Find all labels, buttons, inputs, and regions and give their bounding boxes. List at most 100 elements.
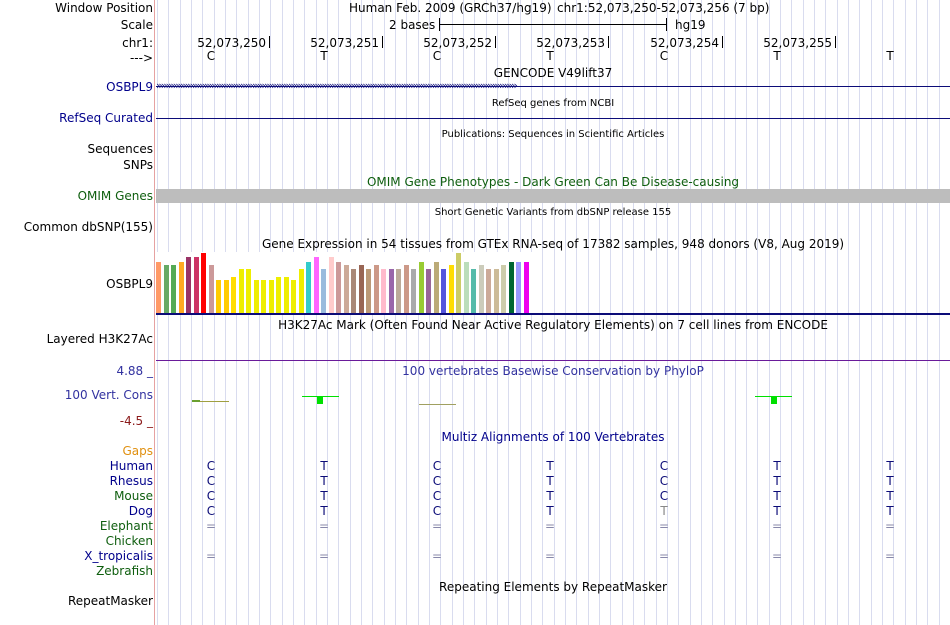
- grid-line: [893, 0, 894, 625]
- grid-line: [542, 0, 543, 625]
- gtex-tissue-bar[interactable]: [508, 262, 514, 313]
- grid-line: [667, 0, 668, 625]
- grid-line: [622, 0, 623, 625]
- species-label[interactable]: Human: [109, 459, 153, 473]
- species-label[interactable]: X_tropicalis: [84, 549, 153, 563]
- gtex-tissue-bar[interactable]: [216, 280, 221, 313]
- species-label[interactable]: Rhesus: [109, 474, 153, 488]
- aligned-base: C: [432, 504, 442, 518]
- gtex-tissue-bar[interactable]: [171, 265, 176, 313]
- gtex-tissue-bar[interactable]: [321, 269, 326, 313]
- refseq-label[interactable]: RefSeq Curated: [59, 111, 153, 125]
- phylop-label[interactable]: 100 Vert. Cons: [64, 388, 153, 402]
- gtex-tissue-bar[interactable]: [358, 265, 364, 313]
- aligned-base: C: [432, 489, 442, 503]
- refseq-gene-line[interactable]: [156, 118, 950, 119]
- aligned-base: T: [773, 504, 781, 518]
- gtex-tissue-bar[interactable]: [493, 269, 499, 313]
- gtex-tissue-bar[interactable]: [313, 257, 319, 313]
- gencode-gene-model[interactable]: ››››››››››››››››››››››››››››››››››››››››…: [156, 81, 950, 93]
- gtex-tissue-bar[interactable]: [441, 269, 446, 313]
- gtex-tissue-bar[interactable]: [298, 269, 304, 313]
- species-label[interactable]: Dog: [128, 504, 153, 518]
- gtex-tissue-bar[interactable]: [201, 253, 206, 313]
- sequence-base: T: [886, 49, 894, 63]
- gtex-tissue-bar[interactable]: [261, 280, 266, 313]
- aligned-base: =: [431, 519, 443, 533]
- gtex-tissue-bar[interactable]: [388, 269, 394, 313]
- aligned-base: =: [884, 519, 896, 533]
- phylop-score-base-1-bar: [192, 400, 200, 402]
- omim-label[interactable]: OMIM Genes: [77, 189, 153, 203]
- dbsnp-track-title: Short Genetic Variants from dbSNP releas…: [434, 207, 672, 218]
- phylop-score-base-6-bar: [771, 396, 777, 404]
- gtex-tissue-bar[interactable]: [223, 280, 229, 313]
- gtex-tissue-bar[interactable]: [448, 265, 454, 313]
- grid-line: [769, 0, 770, 625]
- gtex-tissue-bar[interactable]: [268, 280, 274, 313]
- scale-bar-left-cap: [439, 18, 440, 31]
- grid-line: [576, 0, 577, 625]
- gtex-tissue-bar[interactable]: [381, 269, 386, 313]
- grid-line: [780, 0, 781, 625]
- aligned-base: T: [660, 504, 668, 518]
- coordinate-label: 52,073,253: [536, 36, 605, 50]
- species-label[interactable]: Mouse: [114, 489, 153, 503]
- aligned-base: =: [544, 549, 556, 563]
- gtex-tissue-bar[interactable]: [478, 265, 484, 313]
- gtex-tissue-bar[interactable]: [433, 262, 439, 313]
- gtex-tissue-bar[interactable]: [306, 262, 311, 313]
- gtex-tissue-bar[interactable]: [403, 265, 409, 313]
- gtex-tissue-bar[interactable]: [456, 253, 461, 313]
- phylop-track-title: 100 vertebrates Basewise Conservation by…: [402, 364, 704, 378]
- gencode-gene-label[interactable]: OSBPL9: [106, 80, 153, 94]
- gtex-tissue-bar[interactable]: [426, 269, 431, 313]
- gtex-tissue-bar[interactable]: [486, 269, 491, 313]
- gtex-tissue-bar[interactable]: [231, 277, 236, 313]
- h3k27ac-label[interactable]: Layered H3K27Ac: [46, 332, 153, 346]
- h3k27ac-signal-line[interactable]: [156, 360, 950, 361]
- gtex-tissue-bar[interactable]: [396, 269, 401, 313]
- sequence-base: T: [546, 49, 554, 63]
- gaps-label[interactable]: Gaps: [122, 444, 153, 458]
- gtex-tissue-bar[interactable]: [343, 265, 349, 313]
- gtex-tissue-bar[interactable]: [178, 262, 184, 313]
- gtex-tissue-bar[interactable]: [238, 269, 244, 313]
- gtex-tissue-bar[interactable]: [208, 265, 214, 313]
- gtex-tissue-bar[interactable]: [253, 280, 259, 313]
- gtex-tissue-bar[interactable]: [336, 262, 341, 313]
- gtex-tissue-bar[interactable]: [283, 277, 289, 313]
- gtex-tissue-bar[interactable]: [351, 269, 356, 313]
- species-label[interactable]: Zebrafish: [96, 564, 153, 578]
- label-divider[interactable]: [154, 0, 155, 625]
- gtex-tissue-bar[interactable]: [276, 277, 281, 313]
- gtex-tissue-bar[interactable]: [516, 262, 521, 313]
- dbsnp-label[interactable]: Common dbSNP(155): [23, 220, 153, 234]
- snps-label[interactable]: SNPs: [123, 158, 153, 172]
- gtex-tissue-bar[interactable]: [373, 265, 379, 313]
- sequences-label[interactable]: Sequences: [87, 142, 153, 156]
- gtex-tissue-bar[interactable]: [501, 265, 506, 313]
- gtex-tissue-bar[interactable]: [163, 265, 169, 313]
- gtex-gene-label[interactable]: OSBPL9: [106, 277, 153, 291]
- species-label[interactable]: Elephant: [99, 519, 153, 533]
- omim-feature-bar[interactable]: [156, 189, 950, 203]
- gtex-tissue-bar[interactable]: [156, 262, 161, 313]
- gtex-tissue-bar[interactable]: [328, 257, 334, 313]
- repeatmasker-label[interactable]: RepeatMasker: [67, 594, 153, 608]
- aligned-base: T: [886, 474, 894, 488]
- gtex-tissue-bar[interactable]: [186, 257, 191, 313]
- gtex-tissue-bar[interactable]: [523, 262, 529, 313]
- strand-label: --->: [129, 51, 153, 65]
- gtex-tissue-bar[interactable]: [193, 257, 199, 313]
- repeatmasker-track-title: Repeating Elements by RepeatMasker: [439, 580, 667, 594]
- gtex-tissue-bar[interactable]: [471, 269, 476, 313]
- species-label[interactable]: Chicken: [105, 534, 153, 548]
- coordinate-tick: [269, 36, 270, 48]
- gtex-tissue-bar[interactable]: [418, 262, 424, 313]
- gtex-tissue-bar[interactable]: [411, 269, 416, 313]
- gtex-tissue-bar[interactable]: [463, 262, 469, 313]
- gtex-tissue-bar[interactable]: [246, 269, 251, 313]
- gtex-tissue-bar[interactable]: [366, 269, 371, 313]
- gtex-tissue-bar[interactable]: [291, 280, 296, 313]
